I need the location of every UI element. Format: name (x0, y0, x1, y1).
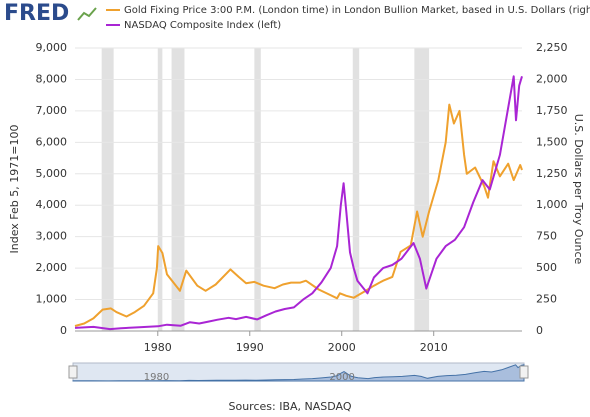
y-tick-label: 5,000 (36, 167, 68, 180)
y-tick-label: 7,000 (36, 104, 68, 117)
series-line (74, 103, 523, 327)
y2-tick-label: 500 (536, 261, 557, 274)
y-tick-label: 8,000 (36, 72, 68, 85)
navigator-tick-label: 1980 (144, 372, 169, 383)
y2-tick-label: 2,250 (536, 41, 568, 54)
left-axis-label: Index Feb 5, 1971=100 (8, 125, 21, 254)
x-tick-label: 2000 (328, 341, 356, 354)
y-tick-label: 0 (60, 324, 67, 337)
navigator-handle (68, 365, 78, 379)
recession-band (254, 48, 261, 331)
recession-band (414, 48, 430, 331)
recession-band (171, 48, 185, 331)
y-tick-label: 4,000 (36, 198, 68, 211)
right-axis-label: U.S. Dollars per Troy Ounce (572, 114, 585, 265)
logo-icon (77, 7, 97, 21)
x-tick-label: 1990 (236, 341, 264, 354)
y2-tick-label: 0 (536, 324, 543, 337)
y-tick-label: 9,000 (36, 41, 68, 54)
y-tick-label: 6,000 (36, 135, 68, 148)
y2-tick-label: 2,000 (536, 72, 568, 85)
y2-tick-label: 1,750 (536, 104, 568, 117)
x-tick-label: 1980 (144, 341, 172, 354)
y2-tick-label: 1,000 (536, 198, 568, 211)
recession-band (352, 48, 360, 331)
logo: FRED (4, 1, 69, 26)
navigator-handle (519, 365, 529, 379)
y2-tick-label: 750 (536, 230, 557, 243)
legend-label: NASDAQ Composite Index (left) (124, 20, 281, 31)
legend-label: Gold Fixing Price 3:00 P.M. (London time… (124, 5, 590, 16)
navigator-tick-label: 2000 (329, 372, 354, 383)
x-tick-label: 2010 (420, 341, 448, 354)
y2-tick-label: 250 (536, 293, 557, 306)
y-tick-label: 1,000 (36, 293, 68, 306)
recession-band (157, 48, 163, 331)
y2-tick-label: 1,500 (536, 135, 568, 148)
source: Sources: IBA, NASDAQ (228, 400, 351, 413)
fred-logo: FRED (4, 1, 97, 26)
recession-band (101, 48, 114, 331)
y-tick-label: 2,000 (36, 261, 68, 274)
y-tick-label: 3,000 (36, 230, 68, 243)
y2-tick-label: 1,250 (536, 167, 568, 180)
navigator-area (72, 364, 525, 382)
series-line (74, 75, 523, 331)
